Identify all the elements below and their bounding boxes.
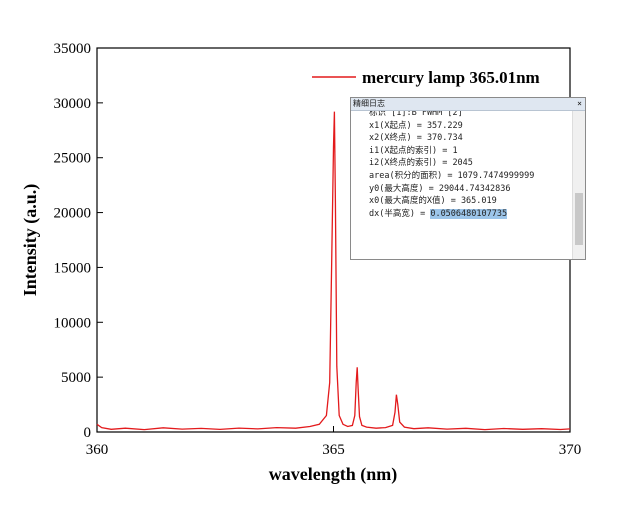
log-line: area(积分的面积) = 1079.7474999999: [369, 170, 585, 183]
x-axis-label: wavelength (nm): [269, 464, 398, 485]
log-line: y0(最大高度) = 29044.74342836: [369, 183, 585, 196]
y-tick-label: 10000: [54, 315, 92, 331]
y-tick-label: 20000: [54, 206, 92, 222]
y-axis-label: Intensity (a.u.): [20, 184, 41, 297]
y-tick-label: 0: [84, 425, 92, 441]
log-line: i1(X起点的索引) = 1: [369, 145, 585, 158]
log-line: i2(X终点的索引) = 2045: [369, 157, 585, 170]
y-tick-label: 5000: [61, 370, 91, 386]
log-highlight[interactable]: 0.0506480107735: [430, 208, 508, 219]
log-line-text: area(积分的面积) = 1079.7474999999: [369, 170, 535, 181]
log-line: dx(半高宽) = 0.0506480107735: [369, 208, 585, 221]
log-line: 标识 [1]:B FWHM [2]: [369, 107, 585, 120]
log-line-text: x1(X起点) = 357.229: [369, 120, 463, 131]
log-line: x2(X终点) = 370.734: [369, 132, 585, 145]
x-tick-label: 360: [86, 442, 109, 458]
y-tick-label: 35000: [54, 41, 92, 57]
legend-label: mercury lamp 365.01nm: [362, 68, 540, 87]
y-tick-label: 15000: [54, 260, 92, 276]
log-line-text: i1(X起点的索引) = 1: [369, 145, 458, 156]
log-title-bar: 精细日志 ×: [351, 98, 585, 111]
log-line: x0(最大高度的X值) = 365.019: [369, 195, 585, 208]
log-line-text: x2(X终点) = 370.734: [369, 133, 463, 144]
y-tick-label: 25000: [54, 151, 92, 167]
close-button[interactable]: ×: [577, 99, 582, 108]
x-tick-label: 365: [322, 442, 345, 458]
log-line-text: dx(半高宽) =: [369, 208, 431, 219]
log-line-text: y0(最大高度) = 29044.74342836: [369, 183, 511, 194]
series-line: [96, 111, 571, 431]
scroll-thumb[interactable]: [575, 193, 583, 245]
x-tick-label: 370: [559, 442, 582, 458]
log-text: 标识 [1]:B FWHM [2] x1(X起点) = 357.229 x2(X终点…: [351, 105, 585, 220]
y-tick-label: 30000: [54, 96, 92, 112]
log-window[interactable]: 精细日志 × 标识 [1]:B FWHM [2] x1(X起点) = 357.229…: [350, 97, 586, 260]
log-line-text: 标识 [1]:B FWHM [2]: [369, 108, 463, 118]
log-line-text: i2(X终点的索引) = 2045: [369, 158, 473, 169]
log-title: 精细日志: [353, 99, 385, 108]
log-line: x1(X起点) = 357.229: [369, 120, 585, 133]
scrollbar[interactable]: [572, 111, 585, 259]
log-line-text: x0(最大高度的X值) = 365.019: [369, 196, 497, 207]
